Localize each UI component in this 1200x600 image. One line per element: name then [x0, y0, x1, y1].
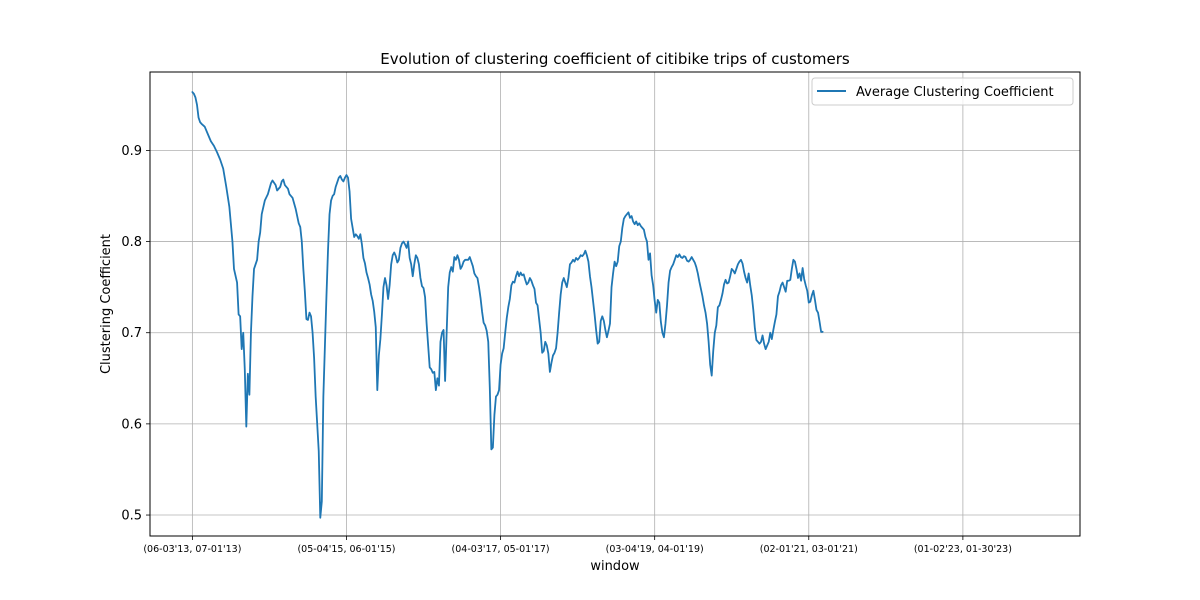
x-tick-label: (06-03'13, 07-01'13)	[143, 544, 241, 555]
y-tick-label: 0.9	[121, 144, 142, 159]
y-axis-label: Clustering Coefficient	[99, 234, 114, 374]
x-tick-label: (02-01'21, 03-01'21)	[760, 544, 858, 555]
series-line-0	[191, 91, 824, 519]
y-tick-label: 0.8	[121, 235, 142, 250]
y-tick-label: 0.5	[121, 509, 142, 524]
x-axis-label: window	[590, 559, 640, 574]
y-axis-ticks: 0.5 0.6 0.7 0.8 0.9	[121, 144, 150, 524]
chart-title: Evolution of clustering coefficient of c…	[380, 50, 850, 68]
x-axis-ticks: (06-03'13, 07-01'13) (05-04'15, 06-01'15)…	[143, 536, 1012, 555]
x-tick-label: (03-04'19, 04-01'19)	[606, 544, 704, 555]
x-tick-label: (01-02'23, 01-30'23)	[914, 544, 1012, 555]
legend-label: Average Clustering Coefficient	[856, 85, 1054, 100]
plot-area-frame	[149, 71, 1081, 537]
gridlines	[150, 72, 1080, 536]
y-tick-label: 0.6	[121, 417, 142, 432]
x-tick-label: (04-03'17, 05-01'17)	[452, 544, 550, 555]
series-layer	[191, 91, 824, 519]
y-tick-label: 0.7	[121, 326, 142, 341]
legend: Average Clustering Coefficient	[811, 77, 1074, 106]
legend-box	[811, 77, 1074, 106]
x-tick-label: (05-04'15, 06-01'15)	[297, 544, 395, 555]
